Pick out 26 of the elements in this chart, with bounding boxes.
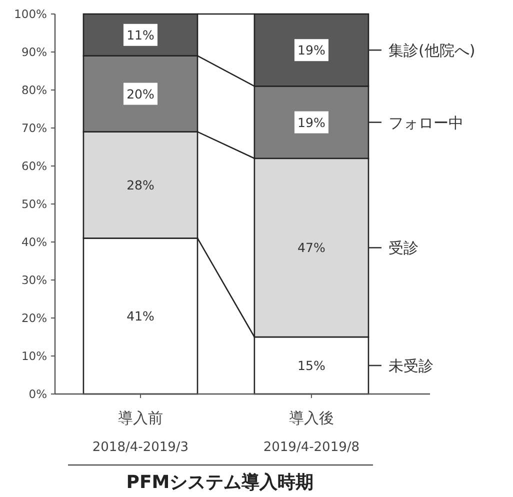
series-label: 未受診 — [388, 357, 434, 375]
y-tick-label: 50% — [21, 197, 48, 211]
data-label: 28% — [126, 178, 154, 192]
y-tick-label: 40% — [21, 235, 48, 249]
y-tick-label: 20% — [21, 311, 48, 325]
data-label: 41% — [126, 308, 154, 324]
y-tick-label: 60% — [21, 159, 48, 173]
x-tick-label: 導入前 2018/4-2019/3 — [92, 409, 189, 455]
data-label: 11% — [126, 27, 154, 42]
series-label: フォロー中 — [388, 114, 464, 132]
data-label: 19% — [298, 114, 326, 130]
data-label: 15% — [298, 358, 326, 373]
x-tick-label: 導入後 2019/4-2019/8 — [263, 409, 360, 455]
y-tick-label: 0% — [28, 387, 48, 401]
x-axis-title: PFMシステム導入時期 — [126, 472, 314, 493]
y-tick-label: 10% — [21, 349, 48, 363]
y-tick-label: 90% — [21, 45, 48, 59]
data-label: 20% — [126, 86, 154, 102]
data-label: 47% — [298, 240, 326, 256]
data-label: 19% — [298, 42, 326, 58]
series-label: 集診(他院へ) — [388, 42, 476, 60]
y-tick-label: 80% — [21, 83, 48, 97]
y-tick-label: 30% — [21, 273, 48, 287]
y-tick-label: 70% — [21, 121, 48, 135]
y-tick-label: 100% — [14, 7, 48, 21]
series-label: 受診 — [388, 239, 418, 258]
